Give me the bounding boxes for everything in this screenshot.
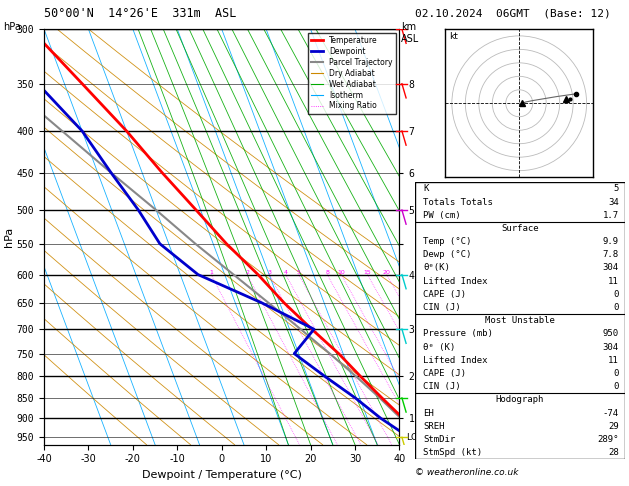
Text: 11: 11 [608,356,619,365]
Text: 11: 11 [608,277,619,286]
Text: 0: 0 [613,290,619,299]
Text: Lifted Index: Lifted Index [423,277,487,286]
Text: 3: 3 [267,270,271,275]
Text: 0: 0 [613,382,619,391]
Text: ASL: ASL [401,34,420,44]
Text: km: km [401,22,416,32]
Text: 950: 950 [603,330,619,338]
Text: CAPE (J): CAPE (J) [423,290,466,299]
Text: CIN (J): CIN (J) [423,303,460,312]
Text: -74: -74 [603,409,619,417]
Text: 304: 304 [603,343,619,352]
Text: Lifted Index: Lifted Index [423,356,487,365]
Text: 7.8: 7.8 [603,250,619,260]
Text: θᵉ(K): θᵉ(K) [423,263,450,273]
Text: StmDir: StmDir [423,435,455,444]
Text: Surface: Surface [501,224,538,233]
Text: Hodograph: Hodograph [496,396,544,404]
Text: 0: 0 [613,303,619,312]
Text: 5: 5 [297,270,301,275]
Text: kt: kt [449,32,458,41]
Text: 2: 2 [245,270,249,275]
Text: Most Unstable: Most Unstable [485,316,555,325]
Text: hPa: hPa [3,22,21,32]
Text: Dewp (°C): Dewp (°C) [423,250,471,260]
Text: 10: 10 [337,270,345,275]
Text: LCL: LCL [406,433,423,442]
Text: 304: 304 [603,263,619,273]
Text: 289°: 289° [598,435,619,444]
Text: 8: 8 [325,270,329,275]
Text: 4: 4 [284,270,287,275]
Text: 5: 5 [613,184,619,193]
Text: 1.7: 1.7 [603,211,619,220]
Text: CIN (J): CIN (J) [423,382,460,391]
Text: 28: 28 [608,448,619,457]
Text: Pressure (mb): Pressure (mb) [423,330,493,338]
Text: 15: 15 [364,270,371,275]
Text: StmSpd (kt): StmSpd (kt) [423,448,482,457]
Text: PW (cm): PW (cm) [423,211,460,220]
Text: 20: 20 [382,270,391,275]
Text: 29: 29 [608,422,619,431]
Text: Totals Totals: Totals Totals [423,197,493,207]
Text: θᵉ (K): θᵉ (K) [423,343,455,352]
Text: 02.10.2024  06GMT  (Base: 12): 02.10.2024 06GMT (Base: 12) [415,8,611,18]
Text: 0: 0 [613,369,619,378]
Text: Temp (°C): Temp (°C) [423,237,471,246]
Text: EH: EH [423,409,433,417]
Text: © weatheronline.co.uk: © weatheronline.co.uk [415,468,519,477]
Legend: Temperature, Dewpoint, Parcel Trajectory, Dry Adiabat, Wet Adiabat, Isotherm, Mi: Temperature, Dewpoint, Parcel Trajectory… [308,33,396,114]
Text: CAPE (J): CAPE (J) [423,369,466,378]
Text: 1: 1 [209,270,213,275]
Text: 34: 34 [608,197,619,207]
Text: 50°00'N  14°26'E  331m  ASL: 50°00'N 14°26'E 331m ASL [44,7,237,19]
Y-axis label: hPa: hPa [4,227,14,247]
Text: SREH: SREH [423,422,445,431]
Text: K: K [423,184,428,193]
Text: 9.9: 9.9 [603,237,619,246]
X-axis label: Dewpoint / Temperature (°C): Dewpoint / Temperature (°C) [142,470,302,480]
